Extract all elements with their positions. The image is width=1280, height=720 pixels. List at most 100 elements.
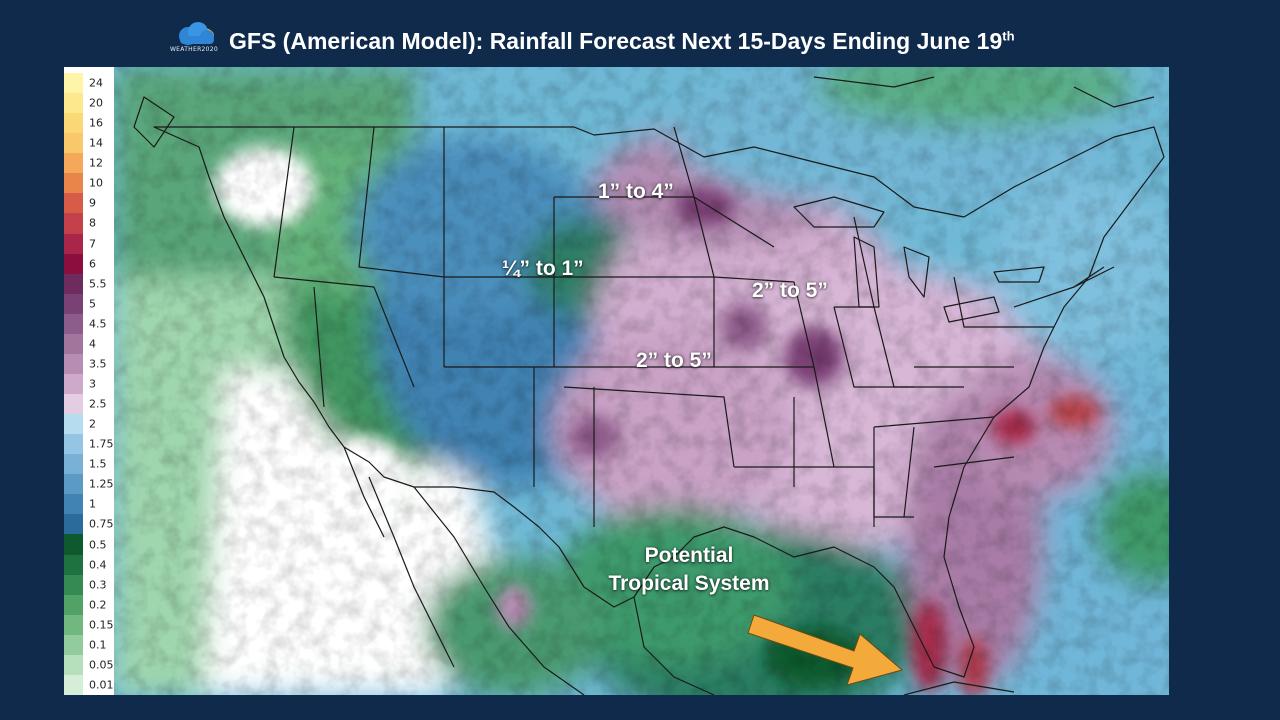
tropical-label-line2: Tropical System: [608, 572, 770, 595]
legend-label: 0.75: [89, 517, 114, 531]
legend-label: 3.5: [89, 357, 107, 371]
legend-row: 1: [64, 494, 114, 515]
legend-label: 0.5: [89, 538, 107, 551]
legend-label: 2: [89, 417, 96, 431]
legend-row: 0.3: [64, 574, 114, 595]
legend-swatch: [64, 434, 83, 455]
legend-swatch: [64, 313, 83, 334]
legend-label: 14: [89, 136, 103, 150]
legend-row: 4: [64, 333, 114, 354]
legend-swatch: [64, 594, 83, 615]
legend-swatch: [64, 293, 83, 314]
legend-swatch: [64, 574, 83, 595]
legend-swatch: [64, 193, 83, 214]
legend-label: 16: [89, 116, 103, 130]
legend-label: 6: [89, 257, 96, 271]
legend-row: 0.75: [64, 514, 114, 535]
map-frame: 24 20 16 14 12 10 9 8 7 6 5.5 5 4.5 4 3.5 3 2.5 2 1.75 1.5 1…: [64, 67, 1169, 695]
legend-label: 24: [89, 76, 103, 90]
header: WEATHER2020 GFS (American Model): Rainfa…: [0, 22, 1280, 62]
legend-row: 0.2: [64, 594, 114, 615]
legend-row: 5: [64, 293, 114, 314]
legend-row: 3.5: [64, 353, 114, 374]
legend-swatch: [64, 73, 83, 94]
legend-swatch: [64, 133, 83, 154]
legend-row: 0.1: [64, 634, 114, 655]
legend-label: 5: [89, 297, 96, 311]
legend-swatch: [64, 634, 83, 655]
legend-row: 0.01: [64, 674, 114, 695]
legend-label: 10: [89, 176, 103, 190]
legend-swatch: [64, 173, 83, 194]
legend-row: 9: [64, 193, 114, 214]
legend-swatch: [64, 213, 83, 234]
legend-row: 24: [64, 73, 114, 94]
legend-label: 5.5: [89, 277, 107, 291]
legend-swatch: [64, 534, 83, 555]
legend-swatch: [64, 414, 83, 435]
legend-label: 0.1: [89, 638, 107, 652]
legend-label: 1: [89, 497, 96, 511]
legend-label: 1.25: [89, 477, 114, 491]
legend-label: 0.05: [89, 658, 114, 672]
legend-label: 4: [89, 337, 96, 351]
legend-swatch: [64, 153, 83, 174]
legend-row: 0.4: [64, 554, 114, 575]
legend-swatch: [64, 273, 83, 294]
title-text: GFS (American Model): Rainfall Forecast …: [229, 28, 1003, 54]
legend-label: 0.3: [89, 578, 107, 592]
legend-swatch: [64, 333, 83, 354]
legend-row: 14: [64, 133, 114, 154]
title-suffix: th: [1002, 28, 1015, 44]
legend-swatch: [64, 554, 83, 575]
rainfall-label-dakotas: ¼” to 1”: [502, 257, 584, 280]
legend-row: 5.5: [64, 273, 114, 294]
legend-swatch: [64, 373, 83, 395]
legend-label: 0.01: [89, 678, 114, 692]
legend-label: 7: [89, 237, 96, 251]
legend-swatch: [64, 113, 83, 134]
legend-row: 12: [64, 153, 114, 174]
rainfall-label-northern-plains: 1” to 4”: [598, 180, 674, 203]
legend-row: 0.15: [64, 614, 114, 635]
legend-label: 1.75: [89, 437, 114, 451]
legend-swatch: [64, 253, 83, 274]
legend-row: 16: [64, 113, 114, 134]
cloud-icon: [179, 22, 214, 45]
legend-swatch: [64, 654, 83, 675]
rainfall-label-central: 2” to 5”: [636, 349, 712, 372]
legend-row: 2: [64, 414, 114, 435]
logo-wordmark: WEATHER2020: [169, 46, 219, 53]
legend-label: 8: [89, 216, 96, 230]
legend-label: 4.5: [89, 317, 107, 331]
rainfall-legend: 24 20 16 14 12 10 9 8 7 6 5.5 5 4.5 4 3.5 3 2.5 2 1.75 1.5 1…: [64, 67, 114, 695]
legend-row: 2.5: [64, 394, 114, 415]
legend-row: 1.75: [64, 434, 114, 455]
legend-label: 0.2: [89, 598, 107, 612]
legend-row: 20: [64, 93, 114, 114]
weather2020-logo: WEATHER2020: [166, 22, 222, 56]
legend-swatch: [64, 353, 83, 374]
forecast-map-graphic: [114, 67, 1169, 695]
legend-label: 2.5: [89, 397, 107, 411]
legend-swatch: [64, 614, 83, 635]
legend-row: 3: [64, 373, 114, 395]
legend-row: 4.5: [64, 313, 114, 334]
arrow-icon: [747, 614, 904, 686]
legend-swatch: [64, 494, 83, 515]
legend-label: 0.15: [89, 618, 114, 632]
legend-label: 3: [89, 377, 96, 391]
legend-swatch: [64, 394, 83, 415]
page-title: GFS (American Model): Rainfall Forecast …: [229, 28, 1015, 55]
legend-label: 12: [89, 156, 103, 170]
legend-swatch: [64, 93, 83, 114]
tropical-system-label: Potential Tropical System: [584, 542, 794, 598]
legend-swatch: [64, 674, 83, 695]
legend-row: 0.05: [64, 654, 114, 675]
legend-row: 0.5: [64, 534, 114, 555]
legend-label: 0.4: [89, 558, 107, 572]
legend-row: 1.5: [64, 454, 114, 475]
legend-swatch: [64, 454, 83, 475]
legend-row: 1.25: [64, 474, 114, 495]
legend-swatch: [64, 474, 83, 495]
